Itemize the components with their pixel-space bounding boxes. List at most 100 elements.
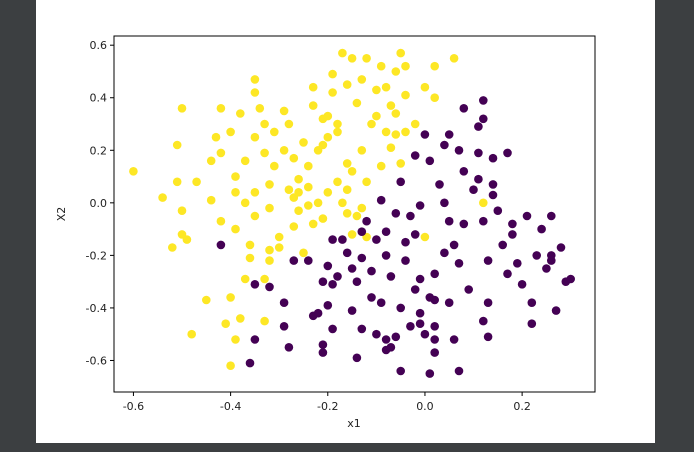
- point-class-0: [556, 243, 566, 252]
- point-class-0: [444, 298, 454, 308]
- point-class-1: [376, 161, 386, 171]
- point-class-1: [265, 256, 274, 265]
- point-class-1: [308, 219, 318, 229]
- point-class-0: [479, 114, 488, 124]
- point-class-0: [391, 332, 401, 342]
- point-class-0: [474, 148, 483, 158]
- point-class-0: [352, 353, 362, 363]
- point-class-0: [415, 201, 425, 210]
- point-class-0: [440, 140, 449, 150]
- point-class-1: [333, 177, 342, 187]
- point-class-0: [415, 274, 425, 284]
- point-class-1: [313, 198, 323, 208]
- point-class-0: [381, 335, 391, 344]
- point-class-0: [537, 224, 546, 234]
- point-class-1: [216, 148, 226, 158]
- point-class-1: [420, 82, 430, 92]
- point-class-1: [401, 61, 410, 71]
- point-class-1: [479, 198, 488, 208]
- point-class-1: [396, 48, 406, 58]
- y-tick-label: 0.4: [90, 92, 108, 105]
- point-class-1: [381, 127, 391, 137]
- point-class-0: [372, 329, 381, 339]
- point-class-1: [192, 177, 201, 187]
- point-class-0: [498, 240, 508, 250]
- point-class-1: [338, 48, 347, 58]
- point-class-1: [202, 295, 211, 305]
- point-class-0: [483, 298, 493, 308]
- point-class-1: [284, 119, 294, 129]
- point-class-0: [430, 348, 440, 357]
- point-class-0: [488, 153, 498, 163]
- ticks-layer: -0.6 -0.4 -0.2 0.0 0.2 -0.6 -0.4 -0.2 0.0 0.2 0.4 0…: [86, 39, 531, 413]
- point-class-0: [415, 319, 425, 329]
- point-class-1: [401, 127, 410, 137]
- point-class-0: [376, 298, 386, 308]
- point-class-0: [527, 319, 537, 329]
- point-class-1: [216, 216, 226, 226]
- point-class-0: [410, 230, 420, 239]
- point-class-0: [352, 277, 362, 287]
- point-class-1: [240, 274, 250, 284]
- point-class-0: [420, 329, 430, 339]
- point-class-1: [372, 111, 381, 121]
- point-class-0: [381, 227, 391, 236]
- point-class-0: [401, 256, 410, 265]
- point-class-1: [187, 329, 196, 339]
- point-class-1: [338, 198, 347, 208]
- point-class-1: [333, 119, 342, 129]
- point-class-1: [260, 274, 269, 284]
- point-class-0: [347, 264, 357, 273]
- point-class-1: [381, 82, 391, 92]
- point-class-0: [474, 122, 483, 131]
- point-class-0: [508, 219, 517, 229]
- point-class-0: [425, 156, 435, 166]
- point-class-1: [226, 361, 235, 371]
- point-class-0: [444, 216, 454, 226]
- point-class-1: [274, 243, 284, 252]
- figure: -0.6 -0.4 -0.2 0.0 0.2 -0.6 -0.4 -0.2 0.0 0.2 0.4 0…: [36, 0, 655, 443]
- point-class-0: [357, 227, 367, 236]
- point-class-0: [367, 266, 376, 276]
- point-class-1: [231, 188, 240, 197]
- point-class-1: [449, 54, 459, 63]
- point-class-0: [318, 277, 328, 287]
- x-tick-label: -0.4: [220, 400, 241, 413]
- point-class-0: [493, 206, 503, 215]
- point-class-1: [250, 88, 260, 97]
- point-class-1: [333, 127, 342, 137]
- point-class-1: [372, 85, 381, 95]
- point-class-1: [362, 54, 371, 63]
- point-class-0: [488, 190, 498, 200]
- point-class-0: [342, 248, 352, 258]
- point-class-1: [289, 153, 299, 163]
- point-class-1: [240, 198, 250, 208]
- point-class-0: [454, 146, 464, 155]
- point-class-1: [260, 148, 269, 158]
- y-tick-label: 0.0: [90, 197, 108, 210]
- point-class-0: [415, 308, 425, 318]
- point-class-1: [172, 177, 182, 187]
- plot-frame: [113, 35, 596, 393]
- point-class-1: [240, 156, 250, 166]
- point-class-0: [454, 259, 464, 268]
- point-class-0: [444, 130, 454, 139]
- point-class-1: [168, 243, 177, 252]
- point-class-1: [357, 75, 367, 84]
- point-class-0: [459, 167, 469, 176]
- point-class-0: [449, 335, 459, 344]
- point-class-1: [430, 93, 440, 102]
- point-class-1: [221, 319, 230, 329]
- point-class-1: [265, 180, 274, 189]
- point-class-0: [318, 340, 328, 350]
- y-tick-label: 0.6: [90, 39, 108, 52]
- point-class-1: [308, 101, 318, 110]
- point-class-0: [464, 285, 474, 294]
- point-class-1: [260, 316, 269, 326]
- point-class-0: [396, 366, 406, 376]
- y-axis-label: X2: [55, 207, 68, 222]
- point-class-1: [401, 90, 410, 100]
- point-class-1: [182, 235, 192, 244]
- point-class-0: [338, 235, 347, 244]
- point-class-1: [294, 188, 303, 197]
